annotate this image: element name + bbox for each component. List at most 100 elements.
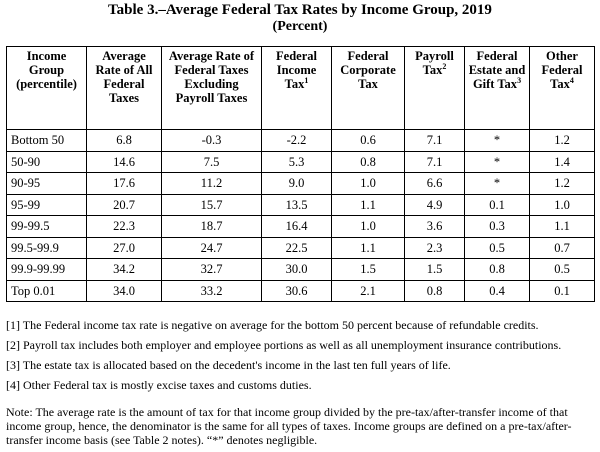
rate-cell: -0.3 bbox=[161, 129, 262, 152]
rate-cell: 34.0 bbox=[86, 279, 162, 302]
footnote-marker: 3 bbox=[517, 75, 522, 85]
rate-cell: 11.2 bbox=[161, 172, 262, 195]
rate-cell: 27.0 bbox=[86, 236, 162, 259]
table-row: 90-95 17.6 11.2 9.0 1.0 6.6 * 1.2 bbox=[6, 172, 595, 195]
income-group-cell: 99.9-99.99 bbox=[6, 258, 87, 281]
rate-cell: 0.3 bbox=[464, 215, 530, 238]
rate-cell: 1.0 bbox=[331, 172, 405, 195]
rate-cell: 30.0 bbox=[261, 258, 332, 281]
column-header-label: Income Group (percentile) bbox=[16, 49, 77, 91]
rate-cell: * bbox=[464, 150, 530, 173]
rate-cell: 0.8 bbox=[331, 150, 405, 173]
income-group-cell: 95-99 bbox=[6, 193, 87, 216]
column-header-label: Payroll Tax bbox=[415, 49, 454, 77]
rate-cell: 34.2 bbox=[86, 258, 162, 281]
table-row: Bottom 50 6.8 -0.3 -2.2 0.6 7.1 * 1.2 bbox=[6, 129, 595, 152]
rate-cell: 0.1 bbox=[464, 193, 530, 216]
rate-cell: 22.3 bbox=[86, 215, 162, 238]
table-row: 99-99.5 22.3 18.7 16.4 1.0 3.6 0.3 1.1 bbox=[6, 215, 595, 238]
rate-cell: 17.6 bbox=[86, 172, 162, 195]
income-group-cell: 50-90 bbox=[6, 150, 87, 173]
footnote: [4] Other Federal tax is mostly excise t… bbox=[6, 378, 312, 392]
rate-cell: 2.1 bbox=[331, 279, 405, 302]
column-header-label: Average Rate of All Federal Taxes bbox=[95, 49, 153, 105]
income-group-cell: Top 0.01 bbox=[6, 279, 87, 302]
table-header-row: Income Group (percentile) Average Rate of… bbox=[6, 46, 595, 130]
rate-cell: 30.6 bbox=[261, 279, 332, 302]
footnote-marker: 4 bbox=[569, 75, 574, 85]
income-group-cell: 99-99.5 bbox=[6, 215, 87, 238]
rate-cell: 20.7 bbox=[86, 193, 162, 216]
income-group-cell: 90-95 bbox=[6, 172, 87, 195]
rate-cell: 1.4 bbox=[529, 150, 595, 173]
rate-cell: 0.8 bbox=[404, 279, 465, 302]
column-header: Federal Corporate Tax bbox=[331, 46, 405, 130]
column-header-label: Federal Corporate Tax bbox=[340, 49, 396, 91]
rate-cell: 1.0 bbox=[529, 193, 595, 216]
rate-cell: 0.5 bbox=[529, 258, 595, 281]
rate-cell: 0.6 bbox=[331, 129, 405, 152]
table-subtitle: (Percent) bbox=[272, 19, 328, 34]
column-header-label: Average Rate of Federal Taxes Excluding … bbox=[168, 49, 255, 105]
column-header: Federal Estate and Gift Tax3 bbox=[464, 46, 530, 130]
footnote-marker: 1 bbox=[304, 75, 309, 85]
rate-cell: 24.7 bbox=[161, 236, 262, 259]
column-header-label: Federal Income Tax bbox=[276, 49, 317, 91]
rate-cell: 9.0 bbox=[261, 172, 332, 195]
rate-cell: 6.6 bbox=[404, 172, 465, 195]
table-row: 50-90 14.6 7.5 5.3 0.8 7.1 * 1.4 bbox=[6, 150, 595, 173]
rate-cell: 3.6 bbox=[404, 215, 465, 238]
column-header: Payroll Tax2 bbox=[404, 46, 465, 130]
rate-cell: 7.1 bbox=[404, 150, 465, 173]
rate-cell: 2.3 bbox=[404, 236, 465, 259]
footnotes: [1] The Federal income tax rate is negat… bbox=[6, 318, 596, 398]
rate-cell: 1.1 bbox=[331, 193, 405, 216]
table-note: Note: The average rate is the amount of … bbox=[6, 405, 572, 447]
rate-cell: 1.1 bbox=[331, 236, 405, 259]
rate-cell: 13.5 bbox=[261, 193, 332, 216]
title-block: Table 3.–Average Federal Tax Rates by In… bbox=[0, 0, 600, 35]
rate-cell: 1.0 bbox=[331, 215, 405, 238]
column-header-label: Other Federal Tax bbox=[541, 49, 583, 91]
rate-cell: 18.7 bbox=[161, 215, 262, 238]
rate-cell: 0.1 bbox=[529, 279, 595, 302]
tax-rates-table: Income Group (percentile) Average Rate of… bbox=[6, 46, 595, 302]
rate-cell: 5.3 bbox=[261, 150, 332, 173]
column-header: Federal Income Tax1 bbox=[261, 46, 332, 130]
rate-cell: 15.7 bbox=[161, 193, 262, 216]
rate-cell: 33.2 bbox=[161, 279, 262, 302]
rate-cell: 7.5 bbox=[161, 150, 262, 173]
table-row: 95-99 20.7 15.7 13.5 1.1 4.9 0.1 1.0 bbox=[6, 193, 595, 216]
rate-cell: -2.2 bbox=[261, 129, 332, 152]
rate-cell: 1.5 bbox=[404, 258, 465, 281]
rate-cell: * bbox=[464, 172, 530, 195]
rate-cell: 0.8 bbox=[464, 258, 530, 281]
footnote-marker: 2 bbox=[442, 61, 447, 71]
rate-cell: 7.1 bbox=[404, 129, 465, 152]
income-group-cell: Bottom 50 bbox=[6, 129, 87, 152]
rate-cell: 1.2 bbox=[529, 129, 595, 152]
table-title: Table 3.–Average Federal Tax Rates by In… bbox=[108, 2, 492, 18]
rate-cell: 0.4 bbox=[464, 279, 530, 302]
column-header: Average Rate of All Federal Taxes bbox=[86, 46, 162, 130]
column-header: Other Federal Tax4 bbox=[529, 46, 595, 130]
table-body: Bottom 50 6.8 -0.3 -2.2 0.6 7.1 * 1.2 50-90 14.6 7… bbox=[6, 129, 595, 302]
rate-cell: 0.7 bbox=[529, 236, 595, 259]
rate-cell: 1.2 bbox=[529, 172, 595, 195]
rate-cell: 4.9 bbox=[404, 193, 465, 216]
footnote: [1] The Federal income tax rate is negat… bbox=[6, 318, 539, 332]
rate-cell: 6.8 bbox=[86, 129, 162, 152]
rate-cell: * bbox=[464, 129, 530, 152]
rate-cell: 0.5 bbox=[464, 236, 530, 259]
table-row: 99.5-99.9 27.0 24.7 22.5 1.1 2.3 0.5 0.7 bbox=[6, 236, 595, 259]
footnote: [2] Payroll tax includes both employer a… bbox=[6, 338, 562, 352]
column-header-label: Federal Estate and Gift Tax bbox=[468, 49, 526, 91]
rate-cell: 14.6 bbox=[86, 150, 162, 173]
rate-cell: 32.7 bbox=[161, 258, 262, 281]
rate-cell: 1.1 bbox=[529, 215, 595, 238]
table-row: Top 0.01 34.0 33.2 30.6 2.1 0.8 0.4 0.1 bbox=[6, 279, 595, 302]
column-header: Average Rate of Federal Taxes Excluding … bbox=[161, 46, 262, 130]
rate-cell: 16.4 bbox=[261, 215, 332, 238]
table-row: 99.9-99.99 34.2 32.7 30.0 1.5 1.5 0.8 0.5 bbox=[6, 258, 595, 281]
